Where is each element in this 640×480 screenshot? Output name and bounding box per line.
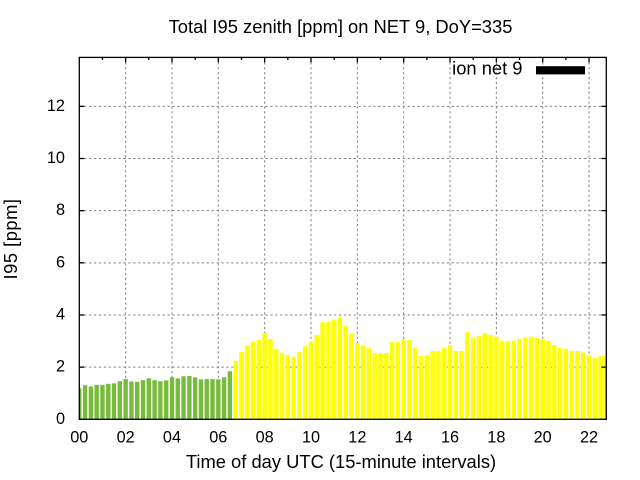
svg-text:I95 [ppm]: I95 [ppm] xyxy=(0,199,21,280)
svg-text:ion net 9: ion net 9 xyxy=(452,58,522,79)
svg-text:10: 10 xyxy=(302,429,320,447)
svg-text:12: 12 xyxy=(47,97,65,115)
svg-text:Total I95 zenith [ppm] on NET: Total I95 zenith [ppm] on NET 9, DoY=335 xyxy=(169,16,513,37)
svg-text:00: 00 xyxy=(70,429,88,447)
svg-text:0: 0 xyxy=(56,410,65,428)
svg-text:16: 16 xyxy=(441,429,459,447)
svg-text:14: 14 xyxy=(395,429,413,447)
svg-text:04: 04 xyxy=(163,429,181,447)
svg-text:6: 6 xyxy=(56,253,65,271)
svg-text:18: 18 xyxy=(487,429,505,447)
svg-text:12: 12 xyxy=(348,429,366,447)
svg-text:02: 02 xyxy=(117,429,135,447)
svg-text:06: 06 xyxy=(209,429,227,447)
svg-text:22: 22 xyxy=(580,429,598,447)
svg-text:Time of day UTC (15-minute int: Time of day UTC (15-minute intervals) xyxy=(186,451,496,472)
svg-text:8: 8 xyxy=(56,201,65,219)
svg-text:2: 2 xyxy=(56,358,65,376)
svg-text:10: 10 xyxy=(47,149,65,167)
svg-text:08: 08 xyxy=(256,429,274,447)
svg-text:4: 4 xyxy=(56,305,65,323)
svg-text:20: 20 xyxy=(534,429,552,447)
